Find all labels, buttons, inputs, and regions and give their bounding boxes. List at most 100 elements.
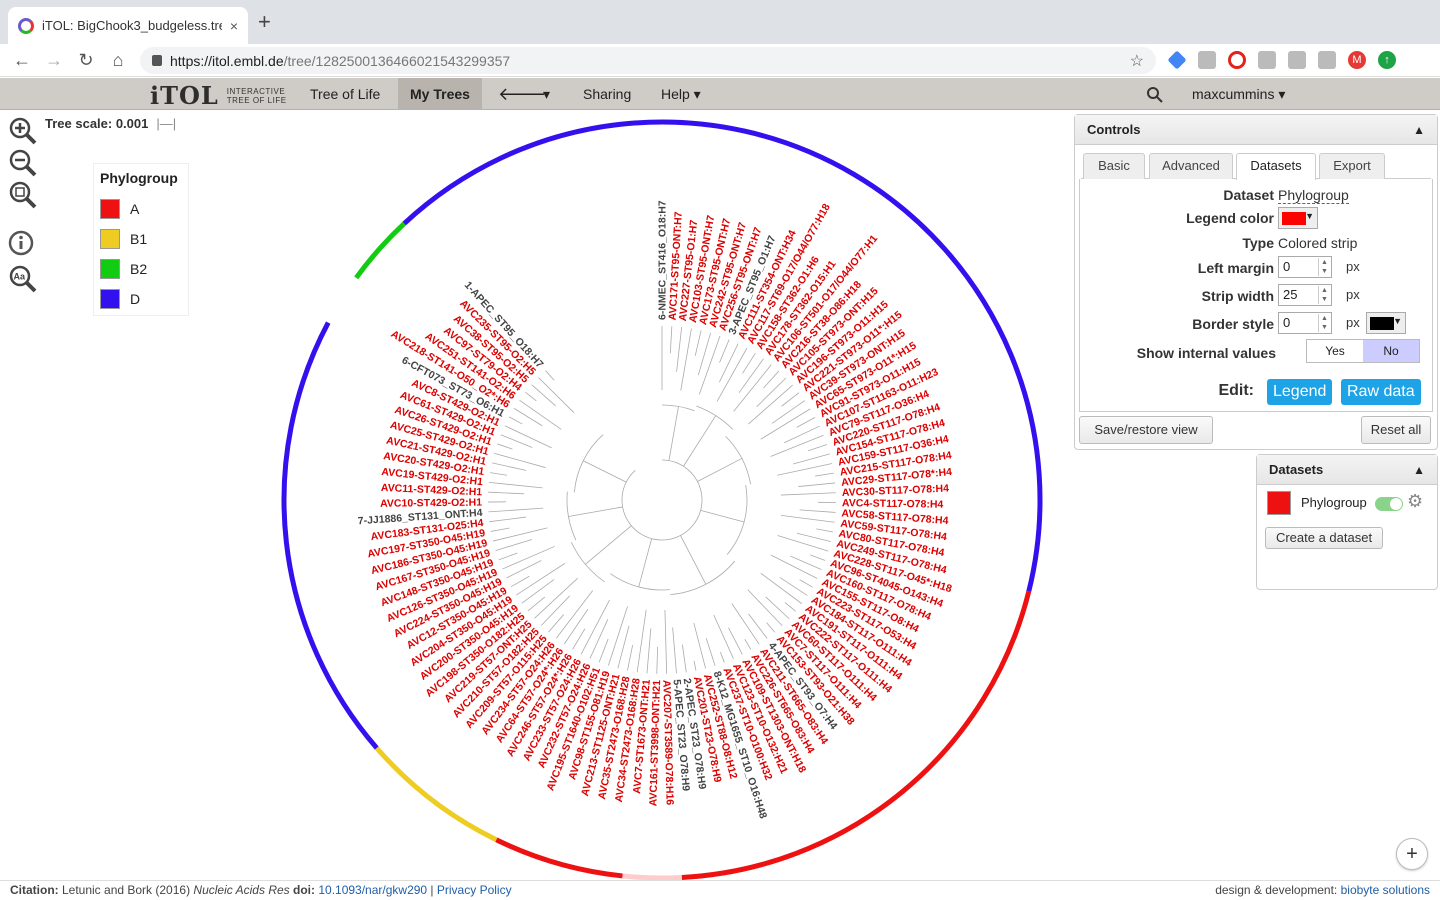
branch (680, 328, 692, 391)
tab-datasets[interactable]: Datasets (1236, 153, 1316, 180)
controls-title: Controls (1087, 122, 1141, 137)
legend-label: B2 (130, 261, 148, 277)
leaf-label[interactable]: AVC11-ST429-O2:H1 (381, 482, 483, 499)
zoom-in-icon[interactable] (8, 116, 38, 146)
create-dataset-button[interactable]: Create a dataset (1265, 527, 1383, 549)
profile-avatar[interactable]: M (1348, 51, 1366, 69)
branch (748, 384, 793, 425)
new-tab-button[interactable]: + (258, 9, 271, 34)
branch (572, 628, 586, 650)
menu-help[interactable]: Help ▾ (661, 86, 701, 102)
user-menu[interactable]: maxcummins ▾ (1192, 86, 1286, 102)
strip-segment (326, 276, 359, 324)
branch (770, 434, 824, 457)
menu-my-trees[interactable]: My Trees (398, 78, 482, 110)
back-arrow-icon[interactable]: 🡐 (498, 84, 547, 104)
tab-close-icon[interactable]: × (229, 17, 238, 34)
stepper-arrows-icon[interactable]: ▲ ▼ (1318, 314, 1330, 332)
branch (656, 646, 659, 674)
edit-legend-button[interactable]: Legend (1267, 379, 1333, 405)
branch (771, 400, 806, 424)
border-style-input[interactable]: 0 ▲ ▼ (1278, 312, 1332, 334)
itol-logo[interactable]: iTOL INTERACTIVE TREE OF LIFE (150, 81, 287, 110)
leaf-label[interactable]: AVC161-ST3998-ONT:H21 (647, 680, 663, 807)
branch (488, 481, 543, 489)
legend-item: A (100, 194, 182, 224)
dataset-visibility-toggle[interactable] (1375, 497, 1403, 511)
dataset-color-swatch[interactable] (1267, 491, 1291, 515)
left-margin-input[interactable]: 0 ▲ ▼ (1278, 256, 1332, 278)
branch (780, 514, 835, 523)
home-icon[interactable]: ⌂ (112, 49, 124, 70)
doi-link[interactable]: 10.1093/nar/gkw290 (318, 883, 428, 897)
leaf-label[interactable]: AVC10-ST429-O2:H1 (380, 497, 482, 510)
branch (698, 335, 721, 395)
forward-icon[interactable]: → (45, 49, 63, 70)
notes-extension-icon[interactable] (1318, 51, 1336, 69)
menu-tree-of-life[interactable]: Tree of Life (310, 86, 381, 102)
tab-export[interactable]: Export (1319, 153, 1385, 179)
chevron-down-icon: ▼ (1393, 316, 1402, 326)
reload-icon[interactable]: ↻ (78, 49, 94, 70)
branch (538, 377, 575, 413)
back-icon[interactable]: ← (13, 49, 31, 70)
branch (610, 573, 670, 591)
branch (521, 579, 555, 604)
zoom-fit-icon[interactable] (8, 180, 38, 210)
font-size-icon[interactable]: Aa (8, 264, 38, 294)
add-button[interactable]: + (1396, 838, 1428, 870)
address-bar[interactable]: https://itol.embl.de/tree/12825001364660… (140, 47, 1156, 74)
tab-advanced[interactable]: Advanced (1149, 153, 1233, 179)
gear-icon[interactable]: ⚙ (1407, 491, 1424, 511)
edit-raw-data-button[interactable]: Raw data (1341, 379, 1421, 405)
border-color-picker[interactable]: ▼ (1366, 312, 1406, 334)
bookmark-star-icon[interactable]: ☆ (1129, 52, 1144, 70)
branch (492, 527, 548, 542)
collapse-chevron-icon[interactable]: ▲ (1413, 123, 1425, 137)
puzzle-extension-icon[interactable] (1288, 51, 1306, 69)
menu-sharing[interactable]: Sharing (583, 86, 632, 102)
extension-diamond-icon[interactable] (1167, 50, 1187, 70)
branch (638, 538, 653, 588)
zoom-out-icon[interactable] (8, 148, 38, 178)
leaf-label[interactable]: AVC30-ST117-O78:H4 (842, 483, 950, 499)
tab-basic[interactable]: Basic (1083, 153, 1145, 179)
datasets-header[interactable]: Datasets ▲ (1257, 455, 1437, 485)
branch (608, 606, 628, 666)
legend-color-picker[interactable]: ▼ (1278, 207, 1318, 229)
dataset-select[interactable]: Phylogroup (1278, 187, 1349, 204)
collapse-chevron-icon[interactable]: ▲ (1413, 463, 1425, 477)
leaf-label[interactable]: AVC207-ST3589-O78:H16 (660, 680, 675, 806)
controls-header[interactable]: Controls ▲ (1075, 115, 1437, 145)
branch (681, 644, 687, 673)
leaf-label[interactable]: 6-NMEC_ST416_O18:H7 (657, 200, 669, 320)
yes-option[interactable]: Yes (1325, 344, 1345, 358)
opera-extension-icon[interactable] (1228, 51, 1246, 69)
reset-all-button[interactable]: Reset all (1361, 416, 1431, 444)
dropbox-extension-icon[interactable] (1258, 51, 1276, 69)
strip-width-input[interactable]: 25 ▲ ▼ (1278, 284, 1332, 306)
history-dropdown-icon[interactable]: ▾ (543, 86, 551, 102)
stepper-arrows-icon[interactable]: ▲ ▼ (1318, 286, 1330, 304)
legend-box[interactable]: Phylogroup A B1 B2 D (93, 163, 189, 316)
browser-tab[interactable]: iTOL: BigChook3_budgeless.tre × (8, 7, 248, 44)
branch (488, 491, 525, 495)
px-unit: px (1346, 287, 1360, 302)
circular-tree[interactable]: 6-NMEC_ST416_O18:H7AVC171-ST95-ONT:H7AVC… (270, 110, 1070, 890)
biobyte-link[interactable]: biobyte solutions (1340, 883, 1430, 897)
no-option[interactable]: No (1363, 340, 1419, 362)
browser-tab-bar: iTOL: BigChook3_budgeless.tre × + (0, 0, 1440, 44)
update-icon[interactable]: ↑ (1378, 51, 1396, 69)
branch (621, 459, 703, 541)
branch (807, 444, 828, 452)
privacy-policy-link[interactable]: Privacy Policy (436, 883, 512, 897)
leaf-label[interactable]: AVC4-ST117-O78:H4 (842, 497, 944, 511)
branch (525, 391, 537, 402)
stepper-arrows-icon[interactable]: ▲ ▼ (1318, 258, 1330, 276)
save-restore-view-button[interactable]: Save/restore view (1079, 416, 1213, 444)
internal-values-toggle[interactable]: Yes No (1306, 339, 1420, 363)
branch (719, 339, 730, 363)
search-icon[interactable] (1146, 78, 1164, 110)
cast-icon[interactable] (1198, 51, 1216, 69)
info-icon[interactable] (8, 230, 38, 260)
